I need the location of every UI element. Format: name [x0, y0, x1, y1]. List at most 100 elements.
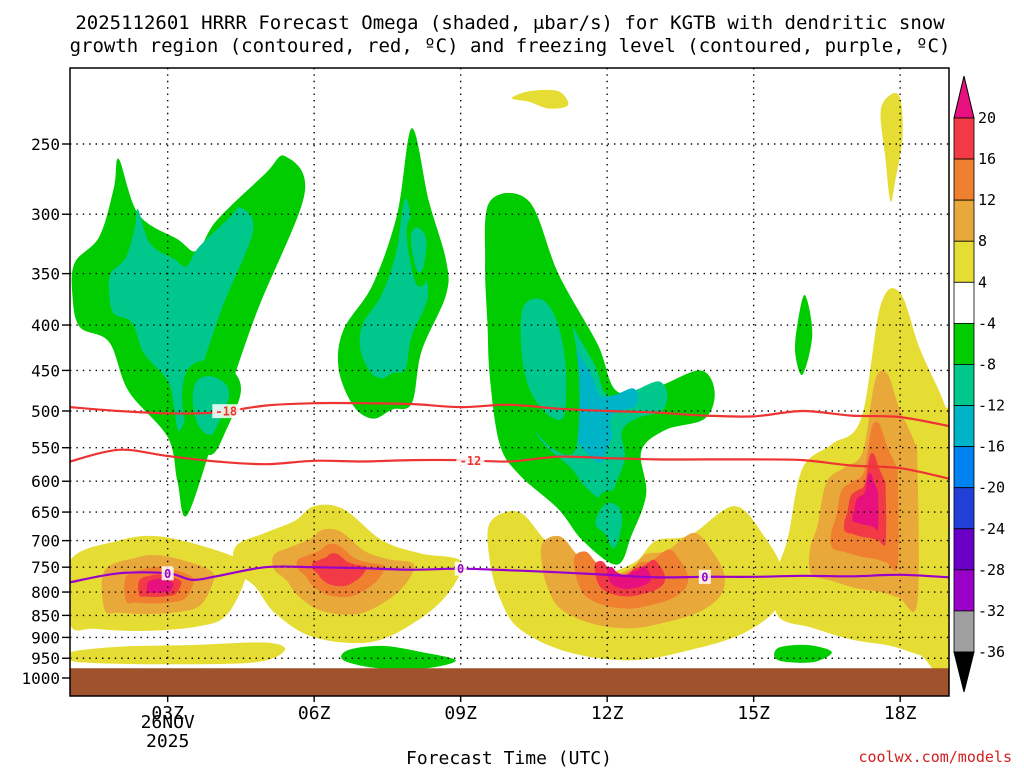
y-tick-label-900: 900 [31, 628, 60, 647]
x-tick-label-15Z: 15Z [737, 703, 770, 724]
y-tick-label-850: 850 [31, 606, 60, 625]
y-tick-label-1000: 1000 [21, 669, 60, 688]
x-tick-label-09Z: 09Z [444, 703, 477, 724]
x-axis: 03Z 06Z 09Z 12Z 15Z 18Z [151, 696, 917, 724]
contour-label-bg-0-0 [212, 404, 241, 419]
y-axis: 250 300 350 400 450 500 550 600 650 700 750 800 850 9… [21, 135, 70, 688]
y-tick-label-400: 400 [31, 316, 60, 335]
contour-label-0-0: -18 [215, 405, 237, 419]
ground-fill [70, 668, 949, 696]
y-tick-label-550: 550 [31, 439, 60, 458]
omega-area-positive-18 [773, 288, 949, 678]
colorbar-label-9: -20 [978, 479, 1005, 497]
colorbar-bin-3 [953, 199, 975, 242]
omega-level-negative-6-1 [595, 502, 623, 549]
chart-title-line-2: growth region (contoured, red, ºC) and f… [70, 35, 951, 57]
date-label-day: 26NOV [141, 712, 195, 733]
contour-layer: -18 -12 0 0 0 [70, 401, 949, 584]
colorbar-label-7: -12 [978, 397, 1005, 415]
contour-label-bg-2-0 [161, 566, 174, 581]
omega-area-positive-19 [929, 488, 949, 590]
contour-label-bg-2-1 [454, 561, 467, 576]
credit-link[interactable]: coolwx.com/models [858, 748, 1012, 766]
colorbar-bin-5 [953, 281, 975, 324]
colorbar-bin-4 [953, 240, 975, 283]
colorbar-label-12: -32 [978, 602, 1005, 620]
omega-level-positive-12-0 [880, 92, 903, 202]
omega-area-positive-13 [511, 89, 569, 109]
colorbar-label-8: -16 [978, 438, 1005, 456]
omega-area-negative-1 [182, 359, 241, 455]
colorbar: 20 16 12 8 4 -4 -8 -12 -16 -20 -24 -28 -32 -36 [953, 75, 1005, 693]
contour-line-1 [70, 448, 949, 480]
omega-level-negative-5-1 [520, 298, 567, 420]
chart-title-line-1: 2025112601 HRRR Forecast Omega (shaded, … [75, 12, 945, 34]
omega-level-positive-18-4 [852, 472, 879, 531]
contour-label-bg-2-2 [698, 569, 711, 584]
colorbar-label-11: -28 [978, 561, 1005, 579]
y-tick-label-950: 950 [31, 649, 60, 668]
y-tick-label-650: 650 [31, 503, 60, 522]
omega-level-negative-1-1 [192, 376, 230, 435]
omega-area-negative-7 [794, 294, 813, 376]
plot-area: -18 -12 0 0 0 [70, 68, 949, 696]
omega-area-negative-9 [341, 645, 456, 670]
omega-level-positive-15-3 [311, 553, 367, 587]
colorbar-label-13: -36 [978, 643, 1005, 661]
colorbar-bin-2 [953, 158, 975, 201]
gridlines [70, 68, 949, 696]
contour-label-1-0: -12 [460, 454, 482, 468]
y-tick-label-300: 300 [31, 205, 60, 224]
contour-label-2-2: 0 [701, 570, 708, 584]
colorbar-bin-11 [953, 528, 975, 571]
contour-label-bg-1-0 [456, 453, 485, 468]
omega-level-negative-10-0 [774, 644, 832, 663]
y-tick-label-350: 350 [31, 265, 60, 284]
colorbar-bin-8 [953, 405, 975, 448]
omega-level-positive-13-0 [511, 89, 569, 109]
colorbar-top-arrow [953, 75, 975, 119]
colorbar-bin-13 [953, 610, 975, 653]
omega-area-positive-15 [232, 504, 463, 644]
colorbar-label-1: 16 [978, 150, 996, 168]
x-axis-title: Forecast Time (UTC) [406, 748, 612, 768]
x-tick-label-12Z: 12Z [591, 703, 624, 724]
y-tick-label-750: 750 [31, 558, 60, 577]
x-tick-label-18Z: 18Z [884, 703, 917, 724]
colorbar-label-0: 20 [978, 109, 996, 127]
colorbar-bin-1 [953, 117, 975, 160]
colorbar-bottom-arrow [953, 651, 975, 693]
contour-line-2 [70, 565, 949, 584]
omega-level-positive-14-4 [146, 578, 174, 593]
colorbar-bin-9 [953, 446, 975, 489]
omega-area-negative-3 [406, 214, 432, 287]
x-tick-label-03Z: 03Z [151, 703, 184, 724]
omega-area-positive-17 [487, 506, 785, 661]
contour-label-2-0: 0 [164, 567, 171, 581]
omega-area-positive-12 [880, 92, 903, 202]
omega-level-positive-17-4 [607, 566, 652, 589]
colorbar-bin-6 [953, 322, 975, 365]
omega-level-negative-3-1 [410, 227, 427, 273]
y-tick-label-600: 600 [31, 472, 60, 491]
omega-area-negative-0 [71, 155, 306, 517]
omega-level-negative-7-0 [794, 294, 813, 376]
colorbar-label-3: 8 [978, 232, 987, 250]
colorbar-bin-7 [953, 364, 975, 406]
y-tick-label-700: 700 [31, 532, 60, 551]
contour-label-2-1: 0 [457, 562, 464, 576]
omega-level-negative-0-1 [108, 207, 254, 432]
omega-area-negative-6 [587, 490, 631, 565]
colorbar-label-10: -24 [978, 520, 1005, 538]
colorbar-label-5: -4 [978, 314, 996, 332]
colorbar-bin-12 [953, 569, 975, 612]
y-tick-label-250: 250 [31, 135, 60, 154]
omega-level-negative-9-0 [341, 645, 456, 670]
y-tick-label-500: 500 [31, 402, 60, 421]
plot-frame [69, 67, 950, 697]
y-tick-label-800: 800 [31, 583, 60, 602]
y-tick-label-450: 450 [31, 361, 60, 380]
x-tick-label-06Z: 06Z [298, 703, 331, 724]
date-label-year: 2025 [146, 731, 189, 752]
omega-area-negative-10 [774, 644, 832, 663]
